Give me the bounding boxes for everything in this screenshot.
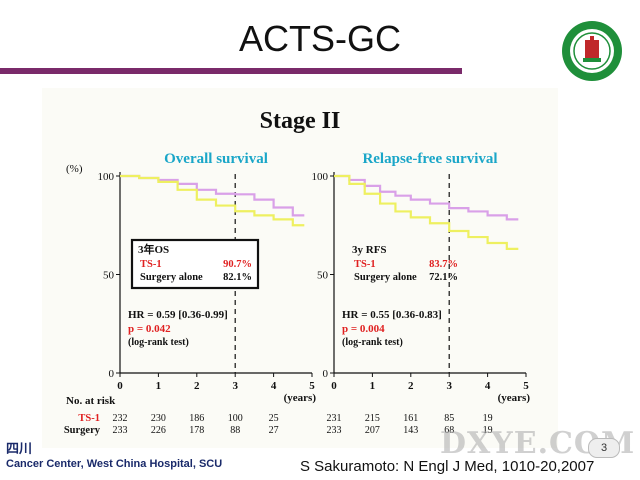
- panel2-y-tick-label: 0: [323, 368, 329, 380]
- panel1-risk-ts1: 230: [151, 413, 166, 424]
- panel2-annotation-value: 83.7%: [429, 259, 458, 270]
- y-unit-label: (%): [66, 163, 83, 175]
- risk-row-label-ts1: TS-1: [78, 413, 100, 424]
- panel2-series-surgery: [334, 174, 519, 250]
- panel1-annotation-label: TS-1: [140, 259, 162, 270]
- panel2-risk-surgery: 207: [365, 425, 380, 436]
- panel1-annotation-label: Surgery alone: [140, 272, 203, 283]
- panel1-annotation-value: 82.1%: [223, 272, 252, 283]
- panel1-risk-surgery: 226: [151, 425, 166, 436]
- page-number: 3: [588, 438, 620, 458]
- panel2-p-value: p = 0.004: [342, 323, 385, 335]
- panel1-risk-ts1: 186: [189, 413, 204, 424]
- panel2-annotation-title: 3y RFS: [352, 244, 387, 256]
- panel2-annotation-value: 72.1%: [429, 272, 458, 283]
- panel1-test-name: (log-rank test): [128, 337, 189, 348]
- figure-title: Stage II: [260, 108, 341, 134]
- panel1-y-tick-label: 0: [109, 368, 115, 380]
- panel2-y-tick-label: 50: [317, 270, 329, 282]
- risk-row-label-surgery: Surgery: [64, 425, 101, 436]
- panel2-x-tick-label: 2: [408, 380, 414, 392]
- footer-institution-short: 四川: [6, 441, 33, 456]
- panel2-x-unit-label: (years): [498, 392, 531, 404]
- panel2-risk-ts1: 85: [444, 413, 454, 424]
- university-logo-icon: [562, 21, 622, 81]
- panel2-risk-surgery: 233: [327, 425, 342, 436]
- panel2-x-tick-label: 4: [485, 380, 491, 392]
- panel2-series-ts1: [334, 174, 519, 221]
- panel2-hr-text: HR = 0.55 [0.36-0.83]: [342, 309, 442, 321]
- panel1-p-value: p = 0.042: [128, 323, 171, 335]
- panel2-risk-ts1: 231: [327, 413, 342, 424]
- panel1-risk-ts1: 100: [228, 413, 243, 424]
- panel1-series-surgery: [120, 174, 305, 227]
- panel2-risk-ts1: 161: [403, 413, 418, 424]
- panel2-risk-surgery: 143: [403, 425, 418, 436]
- panel2-risk-surgery: 19: [483, 425, 493, 436]
- panel1-y-tick-label: 50: [103, 270, 115, 282]
- panel1-annotation-box: [130, 238, 260, 290]
- panel1-x-tick-label: 4: [271, 380, 277, 392]
- panel1-x-tick-label: 0: [117, 380, 123, 392]
- panel2-annotation-label: TS-1: [354, 259, 376, 270]
- panel1-annotation-title: 3年OS: [138, 242, 169, 256]
- title-rule: [0, 68, 462, 74]
- panel2-x-tick-label: 5: [523, 380, 529, 392]
- risk-table-header: No. at risk: [66, 395, 116, 407]
- panel1-x-tick-label: 5: [309, 380, 315, 392]
- panel1-risk-ts1: 25: [269, 413, 279, 424]
- survival-figure: Stage II (%) Overall survival 0 50 100 0 1 2 3 4 5(…: [42, 88, 558, 448]
- panel1-x-tick-label: 2: [194, 380, 200, 392]
- panel1-risk-surgery: 27: [269, 425, 279, 436]
- panel1-risk-surgery: 178: [189, 425, 204, 436]
- panel2-title: Relapse-free survival: [362, 151, 497, 167]
- panel1-risk-surgery: 233: [113, 425, 128, 436]
- panel2-x-tick-label: 0: [331, 380, 337, 392]
- panel1-series-ts1: [120, 174, 305, 217]
- panel1-y-tick-label: 100: [98, 171, 115, 183]
- slide-title: ACTS-GC: [239, 18, 401, 59]
- panel2-risk-ts1: 215: [365, 413, 380, 424]
- panel2-annotation-label: Surgery alone: [354, 272, 417, 283]
- panel2-x-tick-label: 1: [370, 380, 376, 392]
- panel1-title: Overall survival: [164, 151, 268, 167]
- panel2-y-tick-label: 100: [312, 171, 329, 183]
- panel2-risk-ts1: 19: [483, 413, 493, 424]
- panel1-hr-text: HR = 0.59 [0.36-0.99]: [128, 309, 228, 321]
- panel1-x-tick-label: 3: [232, 380, 238, 392]
- footer-institution: Cancer Center, West China Hospital, SCU: [6, 458, 223, 470]
- panel2-risk-surgery: 68: [444, 425, 454, 436]
- panel1-x-unit-label: (years): [284, 392, 317, 404]
- citation: S Sakuramoto: N Engl J Med, 1010-20,2007: [300, 458, 595, 475]
- panel1-annotation-value: 90.7%: [223, 259, 252, 270]
- panel2-x-tick-label: 3: [446, 380, 452, 392]
- panel2-test-name: (log-rank test): [342, 337, 403, 348]
- panel1-risk-surgery: 88: [230, 425, 240, 436]
- panel1-x-tick-label: 1: [156, 380, 162, 392]
- panel1-risk-ts1: 232: [113, 413, 128, 424]
